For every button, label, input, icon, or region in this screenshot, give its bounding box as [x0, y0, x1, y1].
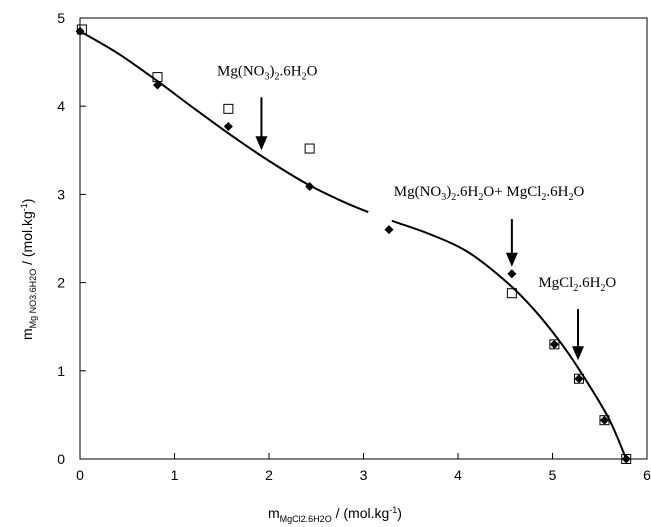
- x-tick-label: 4: [454, 467, 462, 483]
- annotations: Mg(NO3)2.6H2O Mg(NO3)2.6H2O+ MgCl2.6H2O Mg…: [217, 63, 616, 361]
- axis-ticks: 0 1 2 3 4 5 6 0 1 2 3 4 5: [57, 10, 651, 483]
- open-square-point: [76, 24, 87, 35]
- y-tick-label: 4: [57, 98, 65, 114]
- annotation-arrow-head: [572, 346, 585, 361]
- filled-diamond-point: [223, 121, 233, 131]
- phase-annotation: Mg(NO3)2.6H2O+ MgCl2.6H2O: [394, 184, 585, 203]
- fit-curves: [79, 30, 628, 460]
- x-axis-label: mMgCl2.6H2O / (mol.kg-1): [268, 505, 402, 524]
- x-tick-label: 5: [549, 467, 557, 483]
- open-square-point: [573, 373, 584, 384]
- fit-curve: [391, 219, 628, 460]
- data-points: [75, 24, 632, 464]
- open-square-point: [304, 143, 315, 154]
- plot-frame: [79, 17, 648, 460]
- x-tick-label: 3: [360, 467, 368, 483]
- phase-annotation: Mg(NO3)2.6H2O: [217, 63, 318, 82]
- filled-diamond-point: [152, 80, 162, 90]
- annotation-arrow-head: [255, 136, 268, 151]
- open-square-point: [152, 72, 163, 83]
- y-axis-label: mMg NO3.6H2O / (mol.kg-1): [19, 199, 38, 340]
- y-tick-label: 1: [57, 363, 65, 379]
- x-tick-label: 0: [76, 467, 84, 483]
- open-square-point: [549, 339, 560, 350]
- x-tick-label: 6: [643, 467, 651, 483]
- filled-diamond-point: [549, 339, 559, 349]
- x-tick-label: 2: [265, 467, 273, 483]
- annotation-arrow-head: [505, 252, 518, 267]
- y-tick-label: 0: [57, 451, 65, 467]
- open-square-point: [506, 288, 517, 299]
- open-square-point: [223, 103, 234, 114]
- y-tick-label: 2: [57, 275, 65, 291]
- filled-diamond-point: [305, 181, 315, 191]
- open-square-point: [621, 454, 632, 464]
- fit-curve: [79, 30, 369, 213]
- filled-diamond-point: [574, 374, 584, 384]
- filled-diamond-point: [599, 415, 609, 425]
- phase-annotation: MgCl2.6H2O: [538, 275, 616, 294]
- y-tick-label: 5: [57, 10, 65, 26]
- open-square-point: [599, 415, 610, 426]
- filled-diamond-point: [507, 269, 517, 279]
- filled-diamond-point: [621, 454, 631, 464]
- y-tick-label: 3: [57, 186, 65, 202]
- x-tick-label: 1: [171, 467, 179, 483]
- filled-diamond-point: [384, 225, 394, 235]
